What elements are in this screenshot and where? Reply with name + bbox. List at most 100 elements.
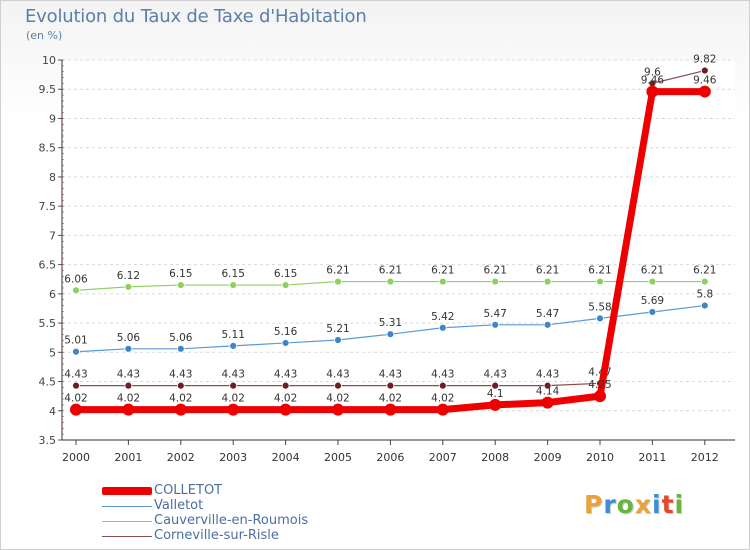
data-label-colletot: 4.02	[117, 393, 140, 405]
data-point-cauverville-en-roumois	[596, 277, 604, 286]
data-point-valletot	[648, 308, 657, 316]
y-tick-label: 4.5	[39, 376, 57, 389]
data-point-valletot	[491, 320, 500, 329]
data-label-cauverville-en-roumois: 6.15	[222, 268, 245, 280]
logo-letter: t	[661, 490, 675, 519]
legend-label: COLLETOT	[154, 483, 223, 498]
y-tick-label: 4	[49, 405, 56, 418]
logo-letter: P	[584, 490, 604, 519]
data-label-corneville-sur-risle: 4.43	[117, 369, 140, 381]
data-label-colletot: 4.02	[274, 393, 297, 405]
data-label-cauverville-en-roumois: 6.21	[326, 265, 349, 277]
data-label-corneville-sur-risle: 9.82	[693, 54, 716, 66]
data-label-valletot: 5.69	[641, 295, 664, 307]
data-point-corneville-sur-risle	[438, 381, 447, 390]
x-tick-label: 2002	[167, 451, 195, 464]
x-tick-label: 2009	[534, 451, 562, 464]
data-label-cauverville-en-roumois: 6.21	[431, 265, 454, 277]
data-label-valletot: 5.01	[64, 335, 87, 347]
data-label-colletot: 9.46	[693, 75, 717, 87]
x-tick-label: 2001	[114, 451, 142, 464]
y-tick-label: 6.5	[39, 259, 57, 272]
y-tick-label: 3.5	[39, 434, 57, 447]
data-point-valletot	[281, 339, 290, 347]
data-label-cauverville-en-roumois: 6.21	[641, 265, 664, 277]
data-label-valletot: 5.06	[169, 332, 193, 344]
data-label-corneville-sur-risle: 4.43	[169, 369, 192, 381]
data-label-cauverville-en-roumois: 6.15	[169, 268, 192, 280]
x-tick-label: 2000	[62, 451, 90, 464]
y-tick-label: 9	[49, 112, 56, 125]
legend-label: Corneville-sur-Risle	[154, 528, 279, 543]
logo-letter: r	[603, 490, 617, 519]
data-point-corneville-sur-risle	[176, 381, 185, 390]
data-point-valletot	[229, 341, 238, 350]
data-point-cauverville-en-roumois	[124, 282, 133, 291]
data-point-cauverville-en-roumois	[438, 277, 447, 286]
data-label-corneville-sur-risle: 4.43	[326, 369, 349, 381]
legend-swatch	[102, 521, 152, 522]
data-label-corneville-sur-risle: 4.43	[222, 369, 245, 381]
data-point-valletot	[72, 347, 80, 356]
logo-letter: i	[652, 490, 662, 519]
data-label-valletot: 5.06	[117, 332, 141, 344]
data-label-valletot: 5.31	[379, 317, 402, 329]
y-tick-label: 6	[49, 288, 56, 301]
data-label-cauverville-en-roumois: 6.21	[379, 265, 402, 277]
data-point-valletot	[543, 320, 552, 329]
data-point-colletot	[594, 390, 606, 403]
legend-label: Cauverville-en-Roumois	[154, 513, 309, 528]
data-point-colletot	[436, 403, 449, 416]
data-point-valletot	[386, 330, 395, 339]
data-label-valletot: 5.58	[588, 301, 611, 313]
data-label-corneville-sur-risle: 9.6	[644, 66, 661, 78]
y-tick-label: 9.5	[39, 83, 57, 96]
y-tick-label: 8	[49, 171, 56, 184]
data-label-corneville-sur-risle: 4.43	[379, 369, 402, 381]
data-point-colletot	[279, 403, 292, 416]
data-point-cauverville-en-roumois	[334, 277, 342, 286]
y-tick-label: 5.5	[39, 317, 57, 330]
unit-label: (en %)	[26, 29, 63, 42]
x-tick-label: 2004	[272, 451, 300, 464]
data-point-cauverville-en-roumois	[176, 281, 185, 289]
data-point-corneville-sur-risle	[491, 381, 500, 390]
data-point-valletot	[334, 336, 342, 344]
data-label-cauverville-en-roumois: 6.21	[588, 265, 611, 277]
x-tick-label: 2011	[638, 451, 666, 464]
legend-label: Valletot	[154, 498, 204, 513]
data-label-cauverville-en-roumois: 6.15	[274, 268, 297, 280]
data-point-corneville-sur-risle	[124, 381, 133, 390]
data-point-cauverville-en-roumois	[543, 277, 552, 286]
chart-title: Evolution du Taux de Taxe d'Habitation	[25, 6, 367, 27]
x-tick-label: 2010	[586, 451, 614, 464]
x-tick-label: 2012	[691, 451, 719, 464]
data-label-valletot: 5.47	[536, 308, 559, 320]
data-label-colletot: 4.02	[64, 393, 87, 405]
data-point-corneville-sur-risle	[543, 381, 552, 390]
data-point-cauverville-en-roumois	[386, 277, 395, 286]
logo-letter: o	[616, 490, 635, 519]
data-label-colletot: 9.46	[641, 75, 665, 87]
data-label-colletot: 4.02	[222, 393, 245, 405]
data-label-colletot: 4.02	[326, 393, 349, 405]
data-label-valletot: 5.21	[326, 323, 349, 335]
x-tick-label: 2005	[324, 451, 352, 464]
x-tick-label: 2007	[429, 451, 457, 464]
data-point-valletot	[700, 301, 709, 310]
y-tick-label: 10	[42, 54, 56, 67]
data-label-corneville-sur-risle: 4.43	[536, 369, 559, 381]
data-label-valletot: 5.8	[696, 289, 713, 301]
data-point-cauverville-en-roumois	[491, 277, 500, 286]
data-label-valletot: 5.42	[431, 311, 454, 323]
data-point-colletot	[646, 85, 659, 98]
data-point-colletot	[174, 403, 187, 416]
data-label-colletot: 4.02	[379, 393, 402, 405]
data-point-colletot	[227, 403, 240, 416]
data-label-colletot: 4.14	[536, 386, 560, 398]
data-label-cauverville-en-roumois: 6.12	[117, 270, 140, 282]
data-label-cauverville-en-roumois: 6.21	[484, 265, 507, 277]
data-label-corneville-sur-risle: 4.43	[274, 369, 297, 381]
data-label-valletot: 5.11	[222, 329, 245, 341]
